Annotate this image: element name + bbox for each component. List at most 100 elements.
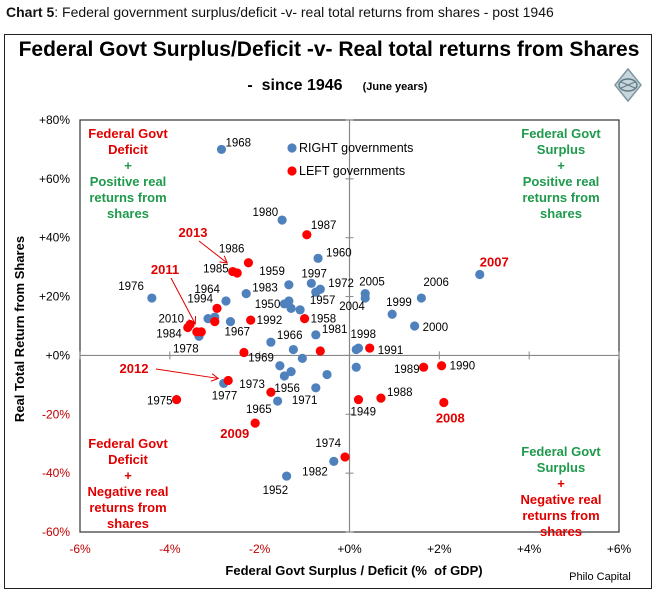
globe-logo-icon <box>614 67 642 103</box>
right-point-1983 <box>241 289 251 299</box>
y-tick-label: +20% <box>39 290 70 304</box>
point-label: 1978 <box>173 343 199 355</box>
left-point-1989 <box>419 362 429 372</box>
right-point-1980 <box>277 215 287 225</box>
point-label: 1952 <box>263 485 289 497</box>
left-point-unlabeled <box>192 327 202 337</box>
point-label-highlight: 2009 <box>220 426 249 441</box>
left-point-unlabeled <box>210 316 220 327</box>
point-label: 1957 <box>310 295 336 307</box>
right-point-1971 <box>311 383 321 393</box>
point-label: 1975 <box>147 396 173 408</box>
y-axis-label: Real Total Return from Shares <box>12 236 27 422</box>
quadrant-label-line: Federal Govt <box>88 436 168 451</box>
point-label: 1965 <box>246 404 272 416</box>
point-label: 2000 <box>423 322 449 334</box>
right-point-1966 <box>266 337 276 347</box>
left-point-1973 <box>266 387 276 397</box>
annotation-label: 2013 <box>179 225 208 240</box>
point-label: 1958 <box>311 314 337 326</box>
point-label: 1999 <box>386 297 412 309</box>
x-tick-label: +6% <box>607 542 632 556</box>
point-label: 1985 <box>203 264 229 276</box>
quadrant-label-line: returns from <box>522 508 599 523</box>
point-label: 1969 <box>248 353 274 365</box>
quadrant-label-line: Deficit <box>108 452 148 467</box>
left-point-1984 <box>183 322 193 333</box>
y-tick-label: +60% <box>39 172 70 186</box>
point-label: 1980 <box>253 207 279 219</box>
point-label: 1949 <box>350 407 376 419</box>
point-label: 1989 <box>394 364 420 376</box>
y-tick-label: -60% <box>42 525 70 539</box>
point-label-highlight: 2008 <box>436 411 465 426</box>
right-point-1957 <box>311 287 321 297</box>
right-point-1981 <box>311 330 321 340</box>
right-point-unlabeled <box>295 305 305 315</box>
point-label: 1974 <box>315 438 341 450</box>
x-tick-label: +0% <box>337 542 362 556</box>
left-point-1974 <box>340 452 350 462</box>
point-label: 2010 <box>158 314 184 326</box>
point-label: 1959 <box>259 266 285 278</box>
point-label: 1990 <box>450 361 476 373</box>
x-tick-label: -4% <box>159 542 181 556</box>
y-tick-label: +40% <box>39 231 70 245</box>
left-point-unlabeled <box>315 346 325 356</box>
point-label: 2004 <box>339 301 365 313</box>
point-label: 1972 <box>328 278 354 290</box>
point-label: 1977 <box>212 390 238 402</box>
point-label: 1964 <box>194 284 220 296</box>
legend-label-right: RIGHT governments <box>299 141 413 155</box>
quadrant-label-line: returns from <box>522 190 599 205</box>
annotation-label: 2012 <box>120 361 149 376</box>
left-point-1958 <box>299 314 310 324</box>
left-point-1986 <box>243 258 254 268</box>
plot-area: -6% -4% -2% +0% +2% +4% +6% +80% +60% +40% +20% +0%… <box>39 113 632 556</box>
y-tick-label: -20% <box>42 407 70 421</box>
right-point-1976 <box>147 293 157 303</box>
annotation-arrow <box>170 277 195 324</box>
right-point-2007 <box>475 269 485 280</box>
left-point-1987 <box>302 230 312 240</box>
point-label: 1991 <box>378 345 404 357</box>
right-point-1959 <box>284 280 294 290</box>
right-point-1997 <box>306 278 316 288</box>
point-label: 1981 <box>322 324 348 336</box>
right-point-unlabeled <box>284 296 294 306</box>
point-label: 1994 <box>187 293 213 305</box>
credit-text: Philo Capital <box>569 571 631 583</box>
quadrant-label-line: shares <box>540 206 582 221</box>
right-point-1969 <box>275 361 285 371</box>
chart-subtitle: - since 1946 <box>247 77 342 94</box>
caption-text: : Federal government surplus/deficit -v-… <box>54 4 554 20</box>
point-label: 1971 <box>292 395 318 407</box>
left-point-1990 <box>436 361 447 371</box>
right-point-1964 <box>221 296 231 306</box>
x-tick-label: -2% <box>249 542 271 556</box>
chart-legend: RIGHT governments LEFT governments <box>287 141 413 178</box>
left-point-2009 <box>250 418 260 428</box>
right-point-unlabeled <box>297 353 307 363</box>
point-label: 1968 <box>225 137 251 149</box>
right-point-unlabeled <box>288 344 298 355</box>
quadrant-label-line: shares <box>540 524 582 539</box>
quadrant-label-line: + <box>124 158 132 173</box>
point-label: 1987 <box>311 220 337 232</box>
left-point-1949 <box>353 394 364 405</box>
x-tick-label: +2% <box>427 542 452 556</box>
left-point-1991 <box>365 343 375 353</box>
legend-marker-right <box>287 143 297 153</box>
right-point-2000 <box>410 321 420 331</box>
left-point-1994 <box>212 303 222 313</box>
quadrant-label-line: Federal Govt <box>88 126 168 141</box>
right-point-1956 <box>279 371 289 381</box>
legend-marker-left <box>287 166 297 176</box>
quadrant-label-line: + <box>557 158 565 173</box>
left-point-1988 <box>376 393 386 403</box>
point-label: 1984 <box>156 328 182 340</box>
chart-caption: Chart 5: Federal government surplus/defi… <box>6 4 554 20</box>
